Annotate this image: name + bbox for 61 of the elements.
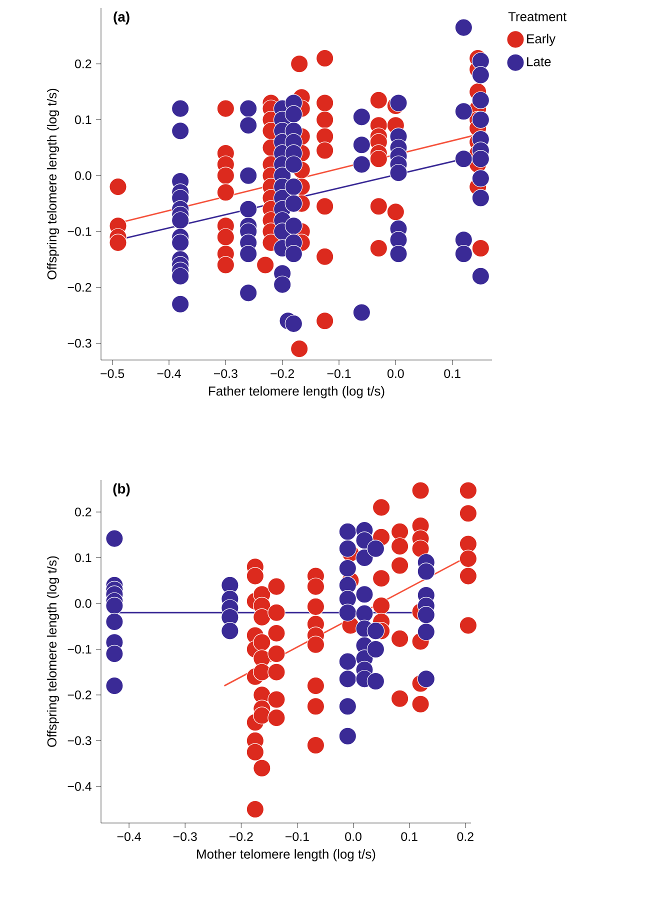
y-tick-label: −0.2 — [68, 690, 92, 700]
point — [106, 644, 124, 663]
y-axis-title: Offspring telomere length (log t/s) — [46, 88, 60, 280]
x-tick-label: 0.1 — [444, 369, 460, 378]
x-tick-label: −0.2 — [270, 369, 294, 378]
x-tick-label: −0.4 — [157, 369, 181, 378]
y-tick-label: 0.2 — [74, 59, 92, 68]
x-tick-label: −0.4 — [117, 832, 141, 842]
point — [106, 612, 124, 631]
y-tick-label: 0.1 — [74, 115, 92, 124]
chart-title: (b) — [113, 483, 130, 496]
x-axis-title: Mother telomere length (log t/s) — [197, 849, 376, 862]
y-tick-label: 0.2 — [74, 508, 92, 516]
chart-title: (a) — [114, 11, 130, 24]
y-tick-label: −0.2 — [68, 282, 92, 292]
point — [366, 640, 385, 658]
y-tick-label: −0.1 — [68, 227, 92, 236]
point — [417, 562, 436, 580]
y-tick-label: 0.0 — [74, 171, 92, 180]
point — [338, 559, 357, 578]
x-tick-label: −0.1 — [286, 832, 309, 842]
x-tick-label: 0.0 — [387, 369, 404, 378]
point — [106, 596, 124, 615]
y-tick-label: 0.1 — [74, 553, 92, 562]
point — [338, 522, 357, 541]
x-tick-label: 0.0 — [345, 832, 362, 842]
point — [338, 540, 357, 558]
x-axis-title: Father telomere length (log t/s) — [209, 386, 384, 398]
y-tick-label: −0.1 — [68, 644, 92, 654]
point — [366, 622, 385, 640]
legend-label: Late — [527, 57, 551, 66]
legend-title: Treatment — [508, 12, 566, 22]
x-tick-label: 0.2 — [457, 832, 474, 842]
point — [356, 548, 374, 567]
point — [366, 672, 385, 690]
y-tick-label: −0.4 — [68, 782, 92, 791]
x-tick-label: −0.5 — [100, 369, 124, 378]
point — [338, 727, 357, 745]
point — [356, 585, 374, 604]
x-tick-label: −0.3 — [173, 832, 197, 842]
point — [221, 622, 239, 640]
y-tick-label: 0.0 — [74, 599, 92, 608]
point — [417, 622, 436, 641]
point — [417, 606, 436, 624]
x-tick-label: 0.1 — [401, 832, 418, 842]
x-tick-label: −0.1 — [327, 369, 351, 378]
point — [106, 530, 124, 548]
legend-label: Early — [527, 34, 556, 46]
point — [338, 652, 357, 670]
point — [356, 604, 374, 622]
point — [338, 698, 357, 716]
x-tick-label: −0.2 — [229, 832, 253, 842]
point — [106, 676, 124, 695]
y-axis-title: Offspring telomere length (log t/s) — [46, 556, 60, 747]
point — [338, 604, 357, 622]
y-tick-label: −0.3 — [68, 736, 92, 746]
point — [366, 540, 385, 558]
point — [417, 670, 436, 688]
y-tick-label: −0.3 — [68, 338, 92, 348]
point — [338, 670, 357, 688]
x-tick-label: −0.3 — [214, 369, 238, 378]
